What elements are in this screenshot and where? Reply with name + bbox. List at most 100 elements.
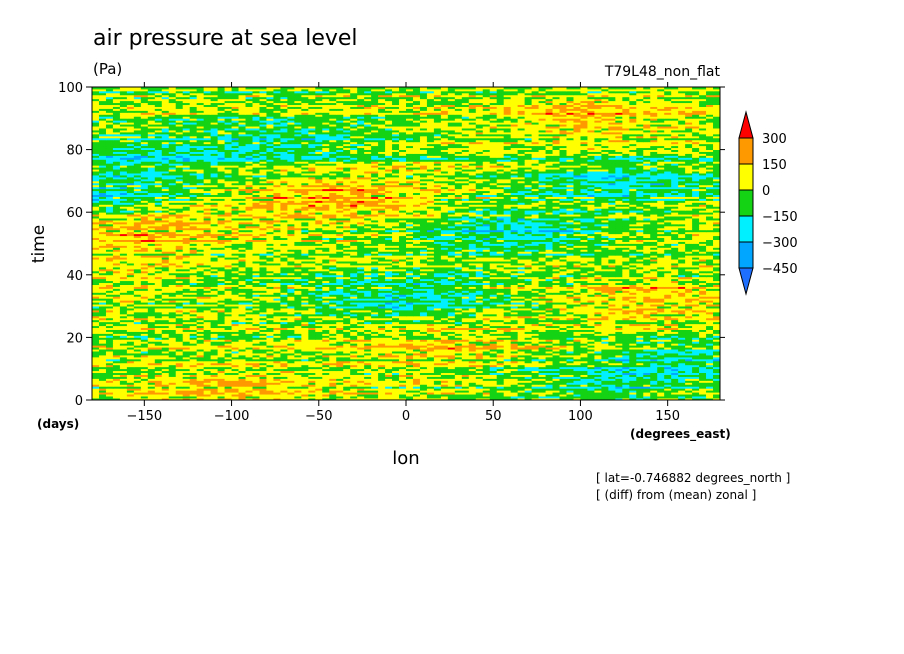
heat-cell bbox=[301, 335, 309, 338]
heat-cell bbox=[364, 380, 372, 383]
heat-cell bbox=[650, 331, 658, 334]
heat-cell bbox=[482, 390, 491, 393]
heat-cell bbox=[594, 384, 602, 387]
heat-cell bbox=[713, 353, 721, 356]
heat-cell bbox=[678, 337, 686, 340]
heat-cell bbox=[552, 335, 560, 338]
heat-cell bbox=[245, 347, 253, 350]
heat-cell bbox=[196, 327, 205, 330]
heat-cell bbox=[238, 321, 246, 325]
heat-cell bbox=[392, 356, 400, 360]
heat-cell bbox=[140, 366, 149, 370]
heat-cell bbox=[329, 372, 337, 375]
heat-cell bbox=[657, 358, 665, 362]
heat-cell bbox=[231, 333, 239, 336]
heat-cell bbox=[587, 327, 595, 330]
heat-cell bbox=[371, 335, 379, 338]
heat-cell bbox=[259, 386, 267, 389]
heat-cell bbox=[713, 339, 721, 342]
heat-cell bbox=[217, 347, 225, 350]
heat-cell bbox=[622, 311, 630, 315]
heat-cell bbox=[461, 372, 470, 375]
heat-cell bbox=[678, 394, 686, 397]
heat-cell bbox=[531, 368, 539, 372]
heat-cell bbox=[315, 368, 323, 372]
heat-cell bbox=[545, 355, 553, 358]
heat-cell bbox=[412, 372, 421, 375]
heat-cell bbox=[224, 349, 232, 352]
heat-cell bbox=[357, 317, 365, 321]
heat-cell bbox=[503, 347, 512, 350]
heat-cell bbox=[119, 378, 128, 381]
heat-cell bbox=[650, 341, 658, 344]
heat-cell bbox=[133, 341, 142, 344]
heat-cell bbox=[252, 347, 260, 350]
heat-cell bbox=[496, 333, 505, 336]
heat-cell bbox=[245, 341, 253, 344]
heat-cell bbox=[196, 321, 205, 325]
heat-cell bbox=[392, 376, 400, 379]
heat-cell bbox=[566, 349, 574, 352]
heat-cell bbox=[210, 370, 218, 374]
heat-cell bbox=[280, 349, 288, 352]
heat-cell bbox=[706, 358, 714, 362]
heat-cell bbox=[482, 313, 491, 317]
heat-cell bbox=[287, 310, 295, 313]
heat-cell bbox=[329, 380, 337, 383]
heat-cell bbox=[664, 394, 672, 397]
heat-cell bbox=[392, 390, 400, 393]
heat-cell bbox=[350, 392, 358, 395]
heat-cell bbox=[587, 362, 595, 366]
heat-cell bbox=[252, 313, 260, 317]
heat-cell bbox=[210, 333, 218, 336]
heat-cell bbox=[252, 331, 260, 334]
heat-cell bbox=[371, 380, 379, 383]
heat-cell bbox=[294, 390, 302, 393]
heat-cell bbox=[426, 382, 435, 385]
heat-cell bbox=[538, 327, 546, 330]
heat-cell bbox=[545, 341, 553, 344]
heat-cell bbox=[119, 343, 128, 346]
heat-cell bbox=[385, 353, 393, 356]
heat-cell bbox=[531, 349, 539, 352]
heat-cell bbox=[412, 398, 421, 401]
heat-cell bbox=[343, 388, 351, 391]
heat-cell bbox=[510, 380, 519, 383]
heat-cell bbox=[392, 310, 400, 313]
heat-cell bbox=[266, 355, 274, 358]
heat-cell bbox=[468, 398, 477, 401]
heat-cell bbox=[447, 333, 456, 336]
heat-cell bbox=[489, 329, 498, 332]
heat-cell bbox=[189, 370, 198, 374]
heat-cell bbox=[119, 345, 128, 348]
heat-cell bbox=[119, 370, 128, 374]
heat-cell bbox=[112, 329, 121, 332]
heat-cell bbox=[329, 384, 337, 387]
heat-cell bbox=[357, 356, 365, 360]
heat-cell bbox=[287, 364, 295, 368]
heat-cell bbox=[559, 339, 567, 342]
heat-cell bbox=[308, 323, 316, 327]
heat-cell bbox=[489, 323, 498, 327]
heat-cell bbox=[259, 380, 267, 383]
heat-cell bbox=[182, 376, 191, 379]
heat-cell bbox=[224, 353, 232, 356]
heat-cell bbox=[119, 353, 128, 356]
heat-cell bbox=[168, 382, 177, 385]
heat-cell bbox=[440, 394, 449, 397]
heat-cell bbox=[245, 366, 253, 370]
heat-cell bbox=[615, 366, 623, 370]
heat-cell bbox=[217, 384, 225, 387]
heat-cell bbox=[636, 351, 644, 354]
heat-cell bbox=[664, 386, 672, 389]
heat-cell bbox=[454, 390, 463, 393]
heat-cell bbox=[657, 364, 665, 368]
heat-cell bbox=[433, 331, 442, 334]
heat-cell bbox=[615, 386, 623, 389]
heat-cell bbox=[510, 345, 519, 348]
heat-cell bbox=[119, 313, 128, 317]
heat-cell bbox=[552, 321, 560, 325]
heat-cell bbox=[147, 333, 156, 336]
heat-cell bbox=[510, 355, 519, 358]
heat-cell bbox=[92, 339, 100, 342]
